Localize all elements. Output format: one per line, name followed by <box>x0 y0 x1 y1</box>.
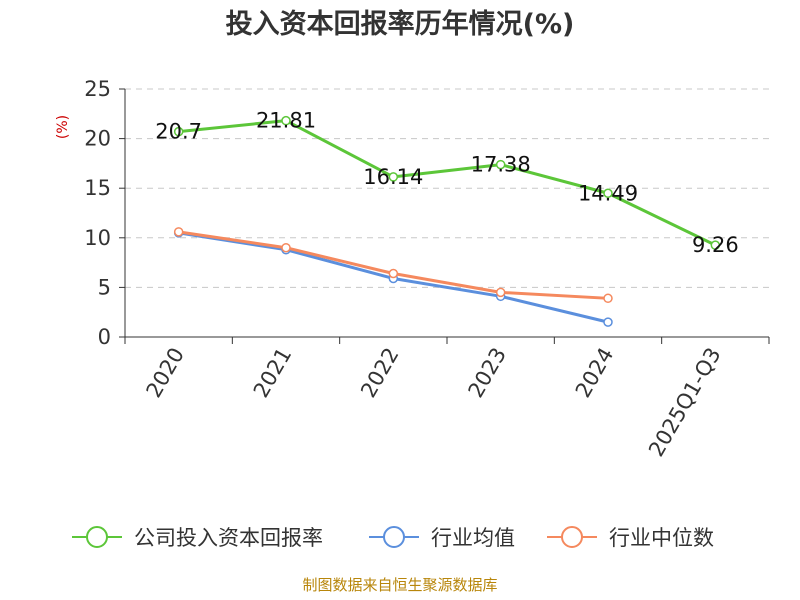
legend-marker <box>86 526 108 548</box>
legend-label: 行业中位数 <box>609 526 714 550</box>
source-note: 制图数据来自恒生聚源数据库 <box>302 576 497 594</box>
y-tick-label: 15 <box>84 176 111 200</box>
data-labels: 20.7 21.81 16.14 17.38 14.49 9.26 <box>155 109 738 257</box>
grid-lines <box>125 88 769 288</box>
chart-title: 投入资本回报率历年情况(%) <box>226 8 575 40</box>
x-tick-label: 2023 <box>463 344 511 402</box>
y-tick-label: 25 <box>84 77 111 101</box>
legend-label: 行业均值 <box>431 526 515 550</box>
x-tick-label: 2021 <box>249 344 297 402</box>
data-label: 17.38 <box>471 153 531 177</box>
y-tick-label: 5 <box>98 275 111 299</box>
x-tick-label: 2025Q1-Q3 <box>644 344 726 461</box>
data-point <box>281 115 291 126</box>
y-tick-label: 0 <box>98 325 111 349</box>
data-label: 16.14 <box>363 165 423 189</box>
data-point <box>603 188 613 199</box>
data-point <box>173 227 184 237</box>
series-group <box>173 115 721 327</box>
legend-marker <box>383 526 405 548</box>
data-label: 20.7 <box>155 120 202 144</box>
data-point <box>603 293 613 304</box>
legend-marker <box>561 526 583 548</box>
legend-label: 公司投入资本回报率 <box>134 526 323 550</box>
data-point <box>388 268 399 279</box>
data-point <box>603 317 613 327</box>
data-label: 21.81 <box>256 109 316 133</box>
data-point <box>388 172 399 182</box>
y-tick-label: 20 <box>84 127 111 151</box>
x-tick-label: 2020 <box>141 344 189 402</box>
y-axis-label: (%) <box>55 115 71 139</box>
legend: 公司投入资本回报率 行业均值 行业中位数 <box>72 526 714 550</box>
data-point <box>173 126 184 137</box>
data-point <box>710 240 721 250</box>
x-tick-label: 2022 <box>356 344 404 402</box>
series-line <box>178 230 609 300</box>
y-tick-label: 10 <box>84 226 111 250</box>
data-point <box>281 242 291 253</box>
data-point <box>495 159 506 170</box>
series-line <box>178 119 716 247</box>
x-tick-label: 2024 <box>571 344 619 402</box>
data-label: 14.49 <box>578 181 638 205</box>
data-label: 9.26 <box>692 233 739 257</box>
data-point <box>495 287 506 298</box>
